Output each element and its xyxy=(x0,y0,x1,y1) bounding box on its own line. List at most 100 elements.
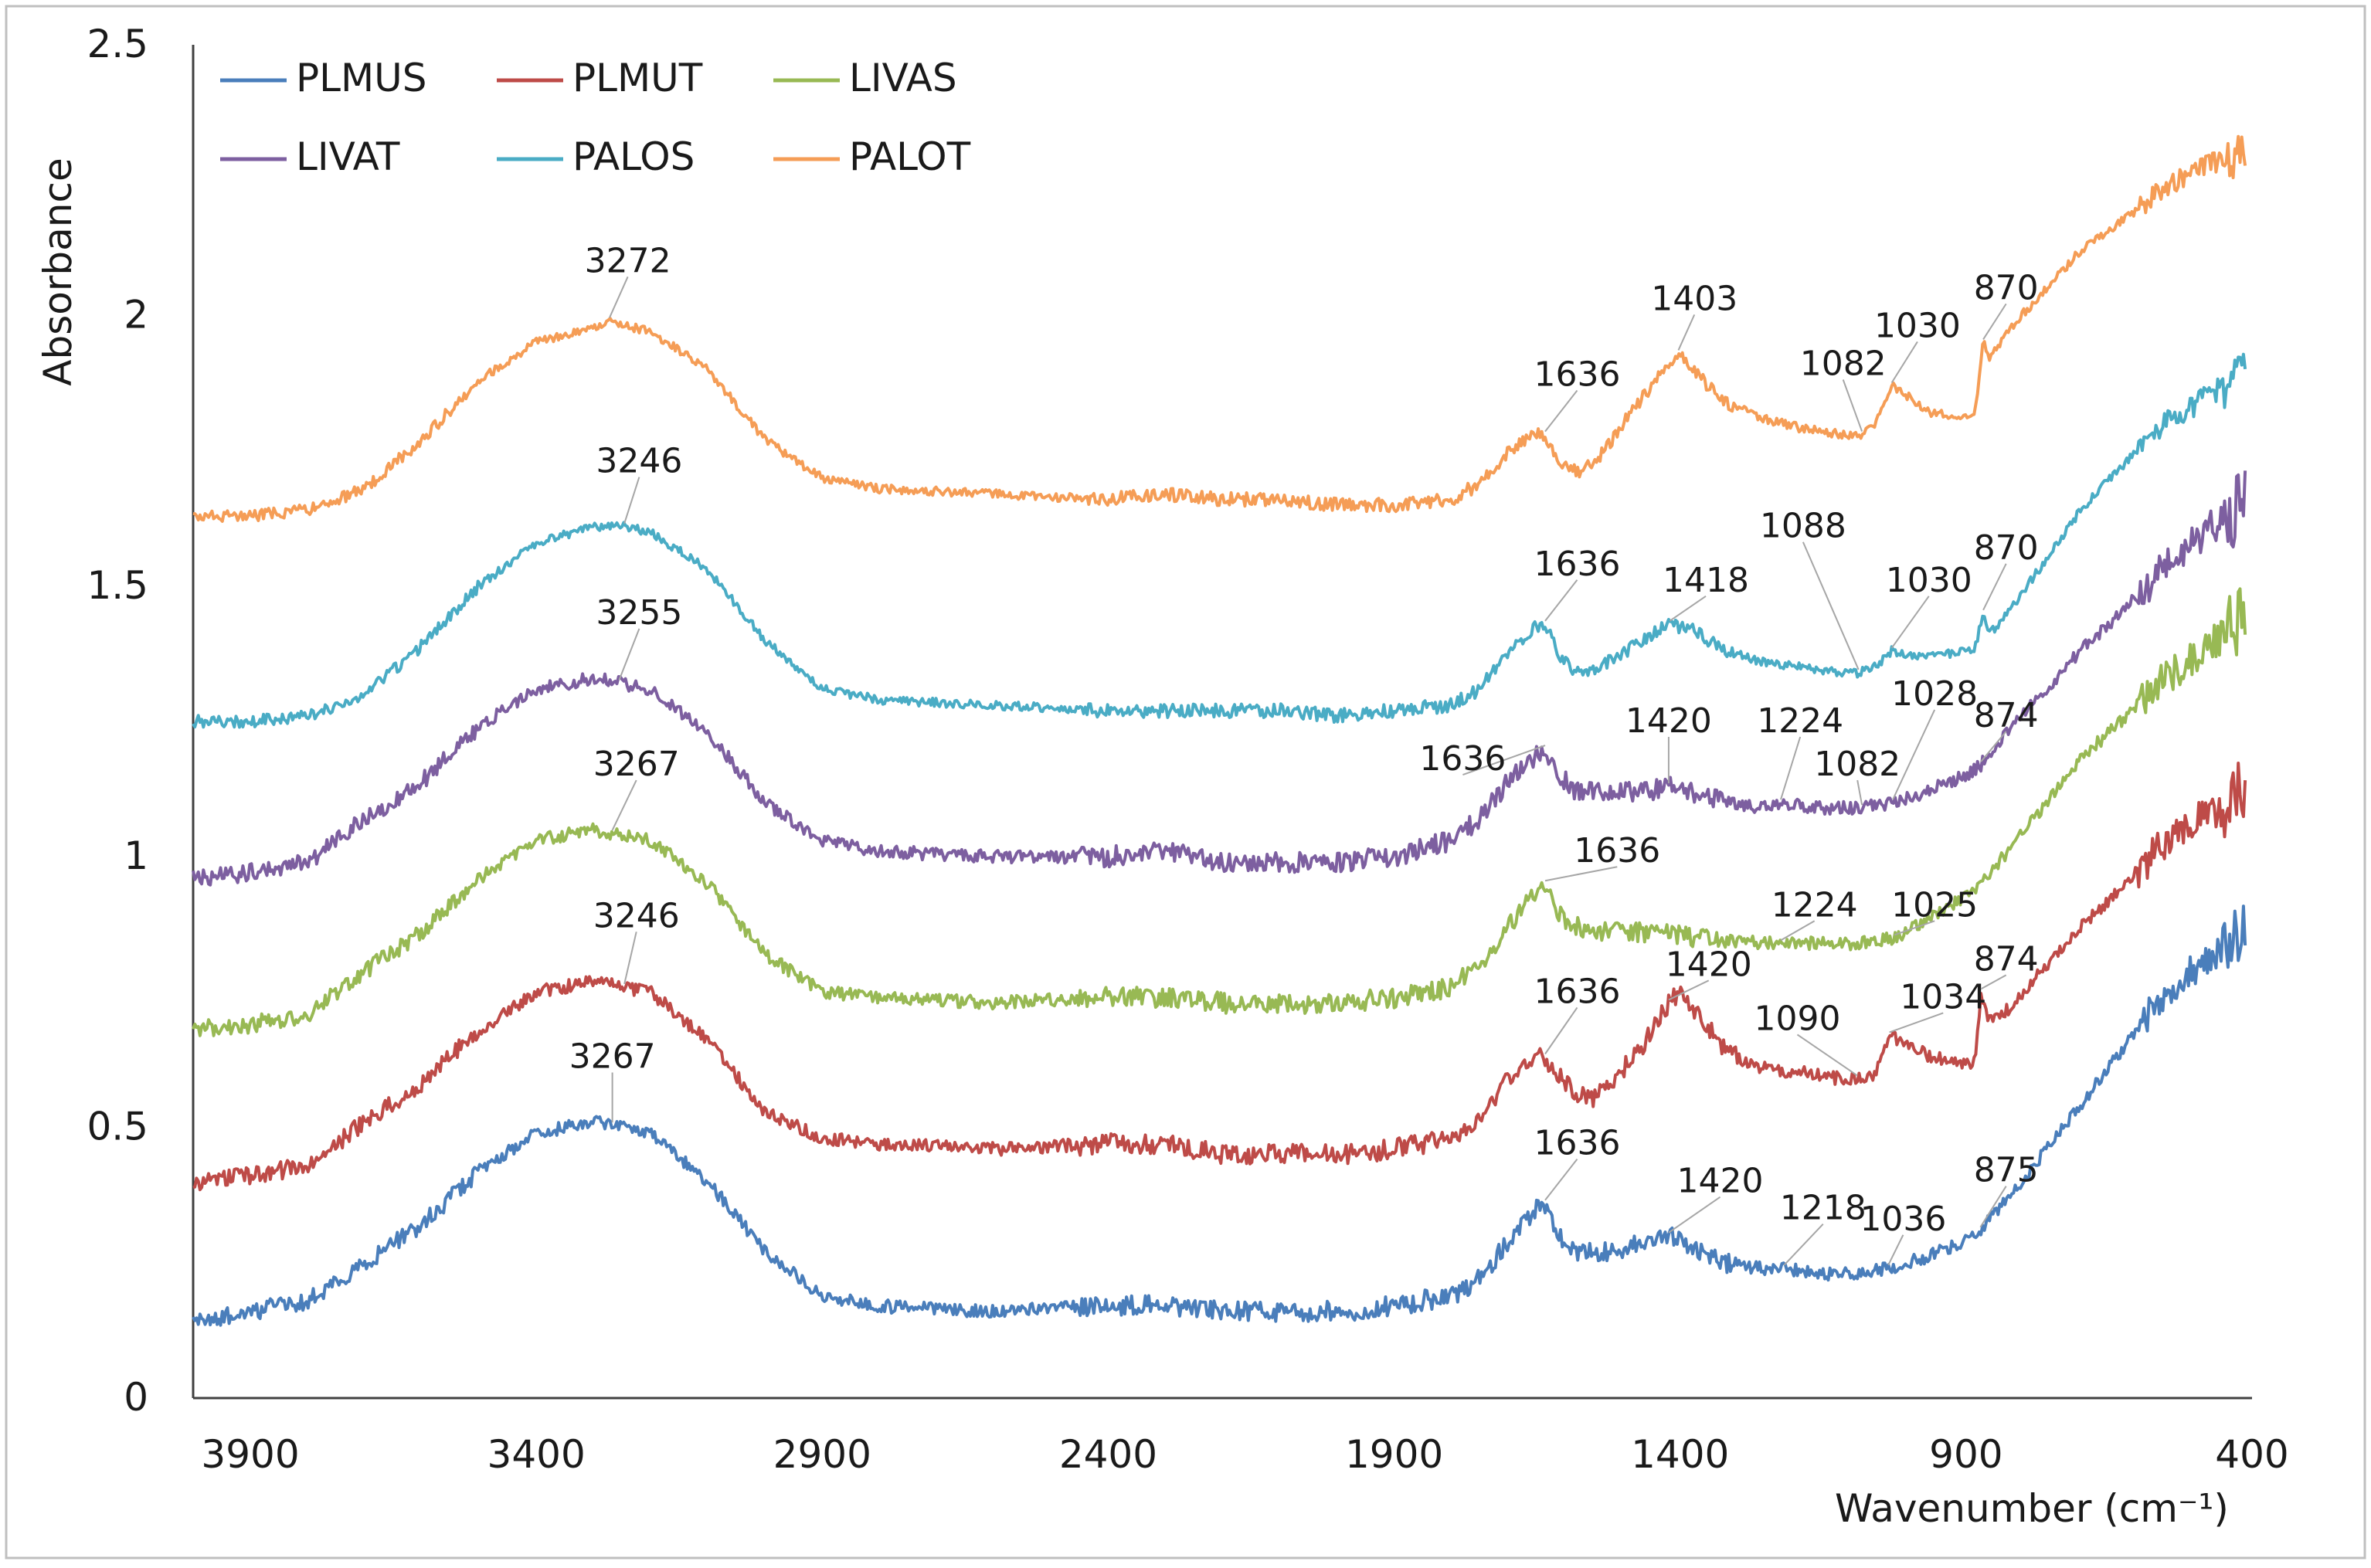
x-tick-label: 3400 xyxy=(487,1432,586,1477)
peak-label: 1030 xyxy=(1874,306,1961,345)
legend: PLMUS PLMUT LIVAS LIVAT PALOS PALOT xyxy=(220,56,971,179)
series-lines xyxy=(192,134,2247,1327)
peak-label: 1636 xyxy=(1534,972,1620,1011)
y-tick-label: 0.5 xyxy=(87,1105,148,1149)
peak-label: 1025 xyxy=(1891,885,1978,925)
peak-label: 1636 xyxy=(1574,831,1660,871)
peak-label: 3246 xyxy=(593,896,680,935)
annotation-leader xyxy=(1668,1196,1721,1234)
y-tick-label: 2.5 xyxy=(87,22,148,66)
x-tick-label: 1400 xyxy=(1631,1432,1729,1477)
annotation-leader xyxy=(1890,341,1918,384)
annotation-leader xyxy=(1668,979,1710,1001)
x-tick-label: 2900 xyxy=(773,1432,871,1477)
x-tick-label: 400 xyxy=(2215,1432,2288,1477)
annotation-leader xyxy=(1544,1159,1578,1201)
annotation-leader xyxy=(1982,563,2007,611)
peak-label: 1082 xyxy=(1800,344,1887,383)
annotation-leader xyxy=(623,477,640,524)
annotation-leader xyxy=(611,779,637,831)
legend-label-livas: LIVAS xyxy=(849,56,957,100)
annotation-leader xyxy=(1669,595,1707,622)
peak-label: 3255 xyxy=(596,593,682,633)
chart-frame xyxy=(5,5,2366,1560)
peak-label: 3267 xyxy=(569,1037,656,1077)
annotation-leader xyxy=(1856,779,1863,806)
peak-label: 870 xyxy=(1974,528,2039,568)
peak-label: 1636 xyxy=(1534,355,1620,395)
annotation-leader xyxy=(1544,866,1618,882)
annotation-leader xyxy=(1783,1224,1824,1266)
peak-label: 1034 xyxy=(1900,977,1986,1016)
annotation-leader xyxy=(1887,1234,1904,1266)
y-tick-label: 2 xyxy=(124,292,148,337)
annotation-leader xyxy=(1544,1006,1578,1055)
annotation-leader xyxy=(1982,303,2007,340)
annotation-leader xyxy=(1980,731,2007,762)
peak-label: 1224 xyxy=(1757,701,1843,741)
annotation-leader xyxy=(1980,974,2007,990)
peak-label: 1030 xyxy=(1886,561,1972,600)
peak-label: 1082 xyxy=(1814,745,1901,784)
peak-label: 1218 xyxy=(1780,1189,1867,1228)
peak-label: 1636 xyxy=(1534,1124,1620,1163)
legend-label-palos: PALOS xyxy=(572,134,695,179)
annotation-leader xyxy=(1677,314,1696,351)
x-tick-label: 2400 xyxy=(1059,1432,1157,1477)
peak-label: 874 xyxy=(1974,939,2039,979)
peak-label: 1418 xyxy=(1663,561,1749,600)
x-axis-title: Wavenumber (cm⁻¹) xyxy=(1835,1486,2229,1531)
annotation-leader xyxy=(623,932,637,985)
annotation-leader xyxy=(1544,389,1578,433)
annotation-leader xyxy=(1894,920,1935,936)
annotation-leader xyxy=(1890,596,1930,649)
annotation-leader xyxy=(1780,736,1802,800)
y-tick-label: 0 xyxy=(124,1375,148,1420)
x-tick-label: 900 xyxy=(1929,1432,2002,1477)
peak-label: 1036 xyxy=(1860,1200,1946,1239)
peak-label: 1224 xyxy=(1771,885,1858,925)
annotation-leader xyxy=(1544,579,1578,622)
peak-annotations: 3267163614201218103687532461636142010901… xyxy=(569,241,2039,1266)
annotation-leader xyxy=(1802,541,1860,670)
legend-label-palot: PALOT xyxy=(849,134,971,179)
peak-label: 1090 xyxy=(1754,999,1840,1038)
peak-label: 3246 xyxy=(596,442,682,481)
peak-label: 1420 xyxy=(1677,1162,1764,1201)
annotation-leader xyxy=(1892,709,1936,800)
annotation-leader xyxy=(1979,1186,2007,1228)
peak-label: 875 xyxy=(1974,1151,2039,1190)
annotation-leader xyxy=(1780,920,1816,942)
peak-label: 1088 xyxy=(1760,507,1846,546)
y-tick-label: 1 xyxy=(124,833,148,878)
y-tick-label: 1.5 xyxy=(87,563,148,608)
x-tick-label: 3900 xyxy=(201,1432,299,1477)
series-line-palos xyxy=(192,352,2247,729)
annotation-leader xyxy=(1796,1033,1858,1077)
series-line-livas xyxy=(192,587,2247,1037)
series-line-plmus xyxy=(192,904,2247,1327)
peak-label: 1028 xyxy=(1891,674,1978,714)
peak-label: 1420 xyxy=(1625,701,1712,741)
legend-label-plmus: PLMUS xyxy=(296,56,426,100)
series-line-livat xyxy=(192,470,2247,887)
peak-label: 874 xyxy=(1974,696,2039,735)
peak-label: 3272 xyxy=(585,241,671,280)
x-tick-label: 1900 xyxy=(1345,1432,1443,1477)
legend-label-livat: LIVAT xyxy=(296,134,400,179)
peak-label: 870 xyxy=(1974,268,2039,307)
y-axis-title: Absorbance xyxy=(36,158,80,385)
peak-label: 1636 xyxy=(1419,739,1506,779)
annotation-leader xyxy=(1462,745,1546,776)
annotation-leader xyxy=(618,628,640,680)
peak-label: 3267 xyxy=(593,745,680,784)
axes: 0 0.5 1 1.5 2 2.5 3900 3400 2900 2400 1900 1400 900 4… xyxy=(36,22,2289,1531)
annotation-leader xyxy=(1842,379,1863,432)
peak-label: 1420 xyxy=(1666,945,1752,984)
peak-label: 1636 xyxy=(1534,545,1620,584)
annotation-leader xyxy=(1889,1012,1944,1033)
series-line-plmut xyxy=(192,762,2247,1192)
peak-label: 1403 xyxy=(1651,279,1737,318)
